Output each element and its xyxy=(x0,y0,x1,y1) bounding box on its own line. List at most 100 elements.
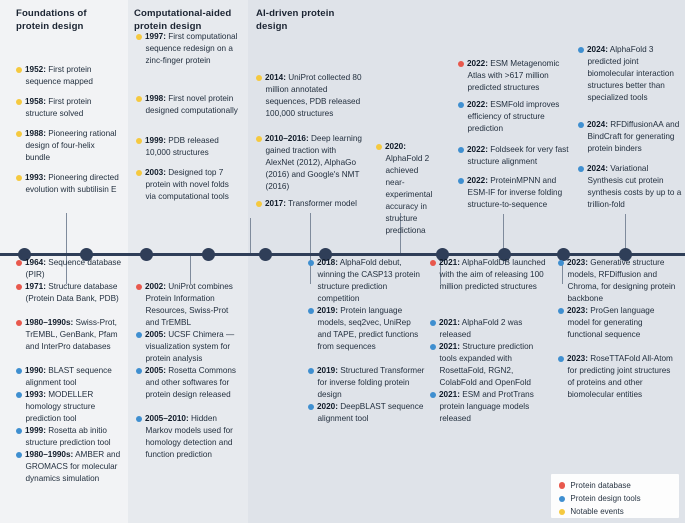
event-bullet-tools-icon xyxy=(458,147,465,154)
timeline-event: 1999: PDB released 10,000 structures xyxy=(136,135,240,159)
event-bullet-notable-icon xyxy=(256,75,263,82)
timeline-event: 1952: First protein sequence mapped xyxy=(16,64,120,88)
timeline-node xyxy=(17,248,31,261)
event-text: 2002: UniProt combines Protein Informati… xyxy=(136,281,242,329)
timeline-node xyxy=(435,248,449,261)
event-text: 2019: Structured Transformer for inverse… xyxy=(308,365,426,401)
event-year: 2021: xyxy=(439,342,460,351)
event-year: 2023: xyxy=(567,258,588,267)
event-text: 1964: Sequence database (PIR) xyxy=(16,257,122,281)
event-bullet-notable-icon xyxy=(256,136,263,143)
timeline-event: 1958: First protein structure solved xyxy=(16,96,120,120)
event-bullet-tools-icon xyxy=(578,166,585,173)
event-text: 1990: BLAST sequence alignment tool xyxy=(16,365,122,389)
event-description: Structure database (Protein Data Bank, P… xyxy=(25,282,119,303)
event-year: 2023: xyxy=(567,354,588,363)
event-bullet-tools-icon xyxy=(578,47,585,54)
timeline-event: 2014: UniProt collected 80 million annot… xyxy=(256,72,366,120)
event-description: Hidden Markov models used for homology d… xyxy=(145,414,233,459)
connector-line xyxy=(503,214,505,255)
event-bullet-tools-icon xyxy=(458,178,465,185)
timeline-event: 2018: AlphaFold debut, winning the CASP1… xyxy=(308,257,426,305)
event-year: 1964: xyxy=(25,258,46,267)
event-description: AlphaFold 2 achieved near-experimental a… xyxy=(385,153,433,235)
legend-item: Protein database xyxy=(559,479,671,492)
timeline-node xyxy=(79,248,93,261)
timeline-event: 2024: Variational Synthesis cut protein … xyxy=(578,163,682,211)
event-description: AlphaFoldDB launched with the aim of rel… xyxy=(439,258,546,291)
event-description: UniProt collected 80 million annotated s… xyxy=(265,73,362,118)
timeline-event: 2022: Foldseek for very fast structure a… xyxy=(458,144,572,168)
event-description: Rosetta ab initio structure prediction t… xyxy=(25,426,111,447)
timeline-event: 2023: RoseTTAFold All-Atom for predictin… xyxy=(558,353,678,401)
timeline-event: 2019: Structured Transformer for inverse… xyxy=(308,365,426,401)
event-description: ProGen language model for generating fun… xyxy=(567,306,655,339)
event-year: 2005–2010: xyxy=(145,414,189,423)
event-text: 2019: Protein language models, seq2vec, … xyxy=(308,305,426,353)
connector-line xyxy=(66,213,68,255)
event-year: 2024: xyxy=(587,164,608,173)
connector-line xyxy=(310,213,312,255)
event-text: 2020: AlphaFold 2 achieved near-experime… xyxy=(376,141,432,237)
event-description: AlphaFold 3 predicted joint biomolecular… xyxy=(587,45,674,102)
timeline-event: 2003: Designed top 7 protein with novel … xyxy=(136,167,240,203)
timeline-node xyxy=(497,248,511,261)
era-panel-ai-driven xyxy=(248,0,685,523)
event-text: 1993: MODELLER homology structure predic… xyxy=(16,389,122,425)
timeline-axis xyxy=(0,253,685,257)
event-bullet-notable-icon xyxy=(136,96,143,103)
event-bullet-tools-icon xyxy=(578,122,585,129)
event-text: 1997: First computational sequence redes… xyxy=(136,31,240,67)
event-bullet-notable-icon xyxy=(16,99,23,106)
timeline-event: 1993: MODELLER homology structure predic… xyxy=(16,389,122,425)
connector-line xyxy=(250,218,252,255)
event-text: 2021: AlphaFold 2 was released xyxy=(430,317,548,341)
event-year: 2022: xyxy=(467,59,488,68)
timeline-node xyxy=(556,248,570,261)
timeline-node xyxy=(258,248,272,261)
timeline-node xyxy=(318,248,332,261)
event-bullet-notable-icon xyxy=(16,131,23,138)
event-description: First novel protein designed computation… xyxy=(145,94,238,115)
event-year: 1958: xyxy=(25,97,46,106)
event-text: 2022: ESMFold improves efficiency of str… xyxy=(458,99,572,135)
timeline-event: 2024: AlphaFold 3 predicted joint biomol… xyxy=(578,44,682,104)
event-bullet-tools-icon xyxy=(308,308,315,315)
event-description: ProteinMPNN and ESM-IF for inverse foldi… xyxy=(467,176,563,209)
timeline-event: 1993: Pioneering directed evolution with… xyxy=(16,172,120,196)
timeline-event: 1998: First novel protein designed compu… xyxy=(136,93,240,117)
event-description: UCSF Chimera — visualization system for … xyxy=(145,330,235,363)
event-description: First protein sequence mapped xyxy=(25,65,93,86)
timeline-event: 1997: First computational sequence redes… xyxy=(136,31,240,67)
timeline-event: 2005: Rosetta Commons and other software… xyxy=(136,365,242,401)
event-text: 2024: RFDiffusionAA and BindCraft for ge… xyxy=(578,119,682,155)
event-bullet-database-icon xyxy=(16,320,23,327)
event-bullet-tools-icon xyxy=(430,320,437,327)
timeline-event: 2005: UCSF Chimera — visualization syste… xyxy=(136,329,242,365)
event-bullet-tools-icon xyxy=(136,416,143,423)
timeline-event: 2024: RFDiffusionAA and BindCraft for ge… xyxy=(578,119,682,155)
event-text: 2005: UCSF Chimera — visualization syste… xyxy=(136,329,242,365)
event-description: Generative structure models, RFDiffusion… xyxy=(567,258,676,303)
connector-line xyxy=(190,256,192,284)
event-bullet-database-icon xyxy=(458,61,465,68)
event-description: MODELLER homology structure prediction t… xyxy=(25,390,96,423)
connector-line xyxy=(625,214,627,255)
event-description: Structure prediction tools expanded with… xyxy=(439,342,534,387)
event-description: BLAST sequence alignment tool xyxy=(25,366,112,387)
timeline-event: 2022: ESMFold improves efficiency of str… xyxy=(458,99,572,135)
event-bullet-tools-icon xyxy=(136,368,143,375)
event-year: 1971: xyxy=(25,282,46,291)
event-year: 1990: xyxy=(25,366,46,375)
timeline-event: 1980–1990s: AMBER and GROMACS for molecu… xyxy=(16,449,122,485)
event-text: 2023: ProGen language model for generati… xyxy=(558,305,678,341)
event-text: 2005–2010: Hidden Markov models used for… xyxy=(136,413,242,461)
event-bullet-notable-icon xyxy=(136,138,143,145)
connector-line xyxy=(440,256,442,284)
event-year: 2022: xyxy=(467,145,488,154)
connector-line xyxy=(400,213,402,255)
timeline-node xyxy=(201,248,215,261)
timeline-event: 2021: Structure prediction tools expande… xyxy=(430,341,548,389)
event-text: 2022: ESM Metagenomic Atlas with >617 mi… xyxy=(458,58,572,94)
event-bullet-tools-icon xyxy=(458,102,465,109)
